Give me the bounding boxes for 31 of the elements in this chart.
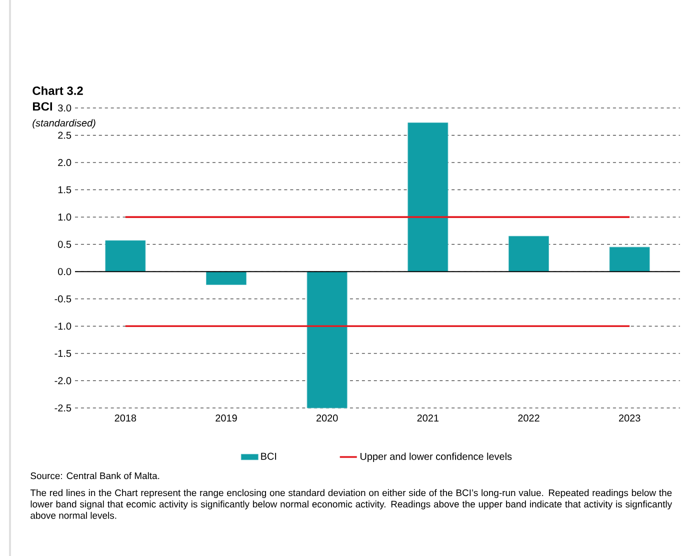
text: The red lines in the Chart represent the range enclosing one standard deviation on either side of the BCI’s long-run value. Repeated readings below the lower band signal that ecomic activity is significantly below normal economic activity. Readings above the upper band indicate that activity is signficantly above normal levels. [30, 489, 672, 519]
y-tick-label: -1.0 [54, 322, 72, 330]
bar [508, 236, 549, 272]
y-tick-label: 0.0 [58, 268, 72, 276]
legend-label: Upper and lower confidence levels [360, 452, 512, 462]
y-tick-label: -2.5 [54, 404, 72, 412]
y-tick-label: -1.5 [54, 350, 72, 357]
bar [206, 271, 246, 285]
bar [306, 271, 348, 408]
bar [609, 246, 650, 272]
y-tick-label: 2.5 [58, 132, 72, 139]
x-tick-label: 2019 [216, 414, 237, 422]
y-tick-label: 0.5 [58, 240, 72, 248]
y-axis-title: (standardised) [32, 119, 96, 128]
x-tick-label: 2021 [417, 414, 439, 422]
x-tick-label: 2022 [518, 414, 540, 422]
bar [408, 122, 448, 272]
bar [105, 240, 146, 272]
chart-title: Chart 3.2 [32, 86, 83, 95]
source-note: Source: Central Bank of Malta. [30, 472, 160, 480]
x-tick-label: 2023 [619, 414, 640, 422]
chart-subtitle: BCI [33, 102, 52, 111]
y-tick-label: 2.0 [58, 159, 72, 166]
x-tick-label: 2020 [316, 414, 338, 422]
legend-label: BCI [261, 452, 276, 460]
y-tick-label: 3.0 [58, 104, 72, 112]
x-tick-label: 2018 [114, 414, 136, 422]
y-tick-label: -2.0 [54, 377, 72, 384]
y-tick-label: -0.5 [54, 295, 72, 302]
y-tick-label: 1.0 [58, 214, 72, 221]
y-tick-label: 1.5 [58, 186, 72, 194]
